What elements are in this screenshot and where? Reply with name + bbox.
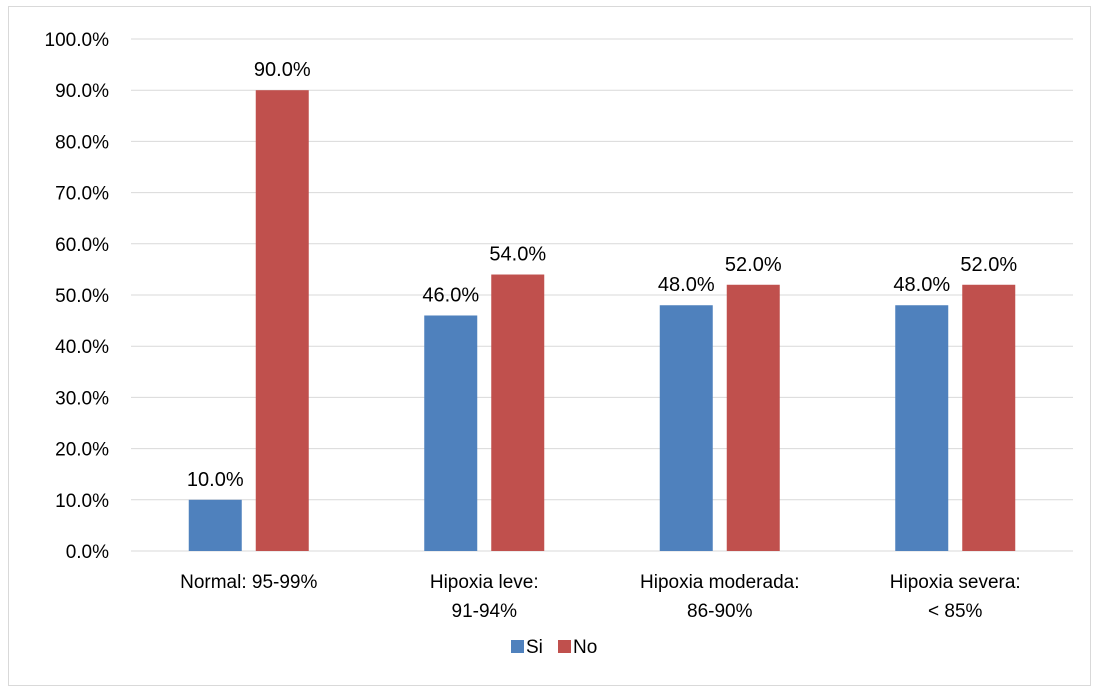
y-tick-label-3: 30.0% bbox=[55, 388, 109, 409]
data-label-si-2: 48.0% bbox=[658, 274, 715, 296]
bars bbox=[188, 90, 1016, 551]
chart-frame: 0.0% 10.0% 20.0% 30.0% 40.0% 50.0% 60.0% 70.0% 8… bbox=[8, 6, 1091, 686]
bar-si-2 bbox=[659, 305, 713, 551]
y-tick-label-7: 70.0% bbox=[55, 184, 109, 205]
category-label-2-0: Hipoxia moderada: bbox=[640, 572, 799, 593]
data-labels: 10.0% 90.0% 46.0% 54.0% 48.0% 52.0% 48.0% 52.0% bbox=[187, 59, 1017, 491]
category-label-3-0: Hipoxia severa: bbox=[890, 572, 1021, 593]
y-tick-label-4: 40.0% bbox=[55, 337, 109, 358]
category-label-3-1: < 85% bbox=[928, 601, 983, 622]
legend: Si No bbox=[511, 637, 597, 658]
y-tick-label-5: 50.0% bbox=[55, 286, 109, 307]
data-label-si-1: 46.0% bbox=[422, 284, 479, 306]
y-tick-label-10: 100.0% bbox=[45, 30, 110, 51]
data-label-no-1: 54.0% bbox=[489, 244, 546, 266]
data-label-si-3: 48.0% bbox=[893, 274, 950, 296]
legend-label-si: Si bbox=[526, 637, 543, 658]
bar-no-1 bbox=[491, 274, 545, 551]
bar-si-0 bbox=[188, 499, 242, 551]
legend-label-no: No bbox=[573, 637, 597, 658]
y-tick-label-9: 90.0% bbox=[55, 81, 109, 102]
y-tick-label-6: 60.0% bbox=[55, 235, 109, 256]
category-label-2-1: 86-90% bbox=[687, 601, 753, 622]
data-label-no-2: 52.0% bbox=[725, 254, 782, 276]
y-tick-label-0: 0.0% bbox=[66, 542, 109, 563]
bar-no-0 bbox=[255, 90, 309, 551]
data-label-no-0: 90.0% bbox=[254, 59, 311, 81]
x-axis: Normal: 95-99% Hipoxia leve: 91-94% Hipoxia… bbox=[180, 572, 1021, 622]
bar-si-3 bbox=[895, 305, 949, 551]
bar-chart: 0.0% 10.0% 20.0% 30.0% 40.0% 50.0% 60.0% 70.0% 8… bbox=[45, 30, 1073, 658]
y-tick-label-1: 10.0% bbox=[55, 491, 109, 512]
legend-swatch-si bbox=[511, 640, 524, 653]
y-tick-label-2: 20.0% bbox=[55, 440, 109, 461]
category-label-1-0: Hipoxia leve: bbox=[430, 572, 539, 593]
data-label-no-3: 52.0% bbox=[960, 254, 1017, 276]
data-label-si-0: 10.0% bbox=[187, 469, 244, 491]
legend-swatch-no bbox=[558, 640, 571, 653]
category-label-1-1: 91-94% bbox=[452, 601, 518, 622]
bar-no-3 bbox=[962, 284, 1016, 551]
bar-si-1 bbox=[424, 315, 478, 551]
y-tick-label-8: 80.0% bbox=[55, 132, 109, 153]
category-label-0-0: Normal: 95-99% bbox=[180, 572, 317, 593]
bar-no-2 bbox=[726, 284, 780, 551]
